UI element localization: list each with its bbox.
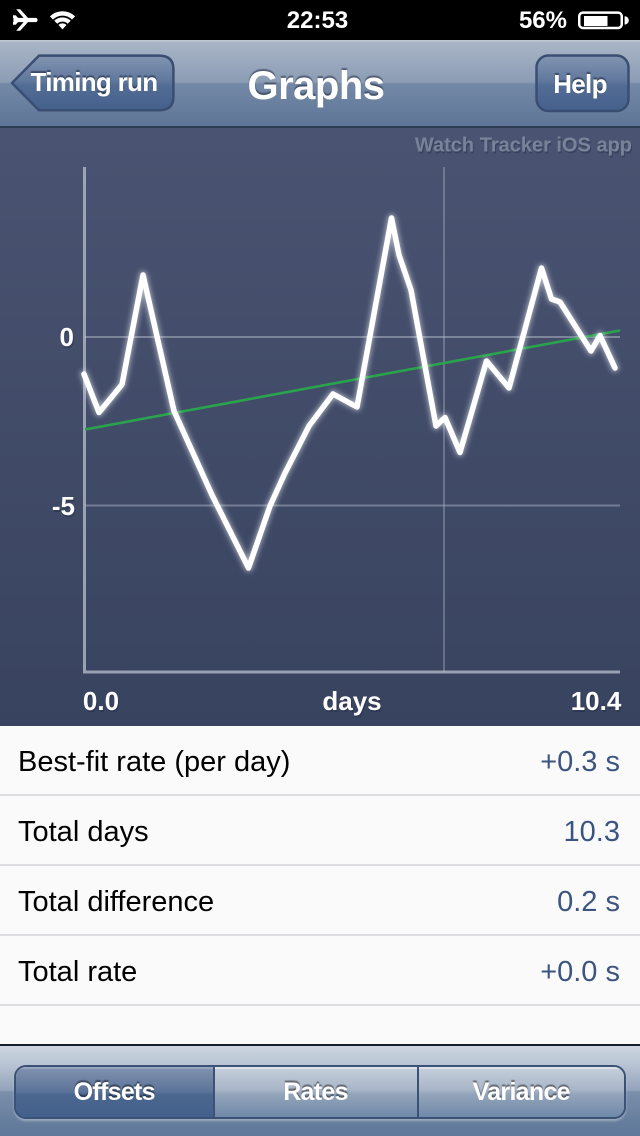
svg-text:10.4: 10.4	[571, 686, 622, 716]
svg-text:days: days	[323, 688, 382, 718]
svg-text:Watch Tracker iOS app: Watch Tracker iOS app	[415, 135, 632, 157]
svg-text:0.0: 0.0	[84, 688, 120, 718]
svg-text:-5: -5	[52, 491, 75, 521]
svg-text:0: 0	[60, 322, 74, 352]
svg-text:0: 0	[61, 324, 75, 354]
svg-text:-5: -5	[53, 493, 76, 523]
svg-text:10.4: 10.4	[572, 688, 623, 718]
svg-text:Watch Tracker iOS app: Watch Tracker iOS app	[416, 137, 633, 159]
svg-text:0.0: 0.0	[83, 686, 119, 716]
svg-text:days: days	[322, 686, 381, 716]
